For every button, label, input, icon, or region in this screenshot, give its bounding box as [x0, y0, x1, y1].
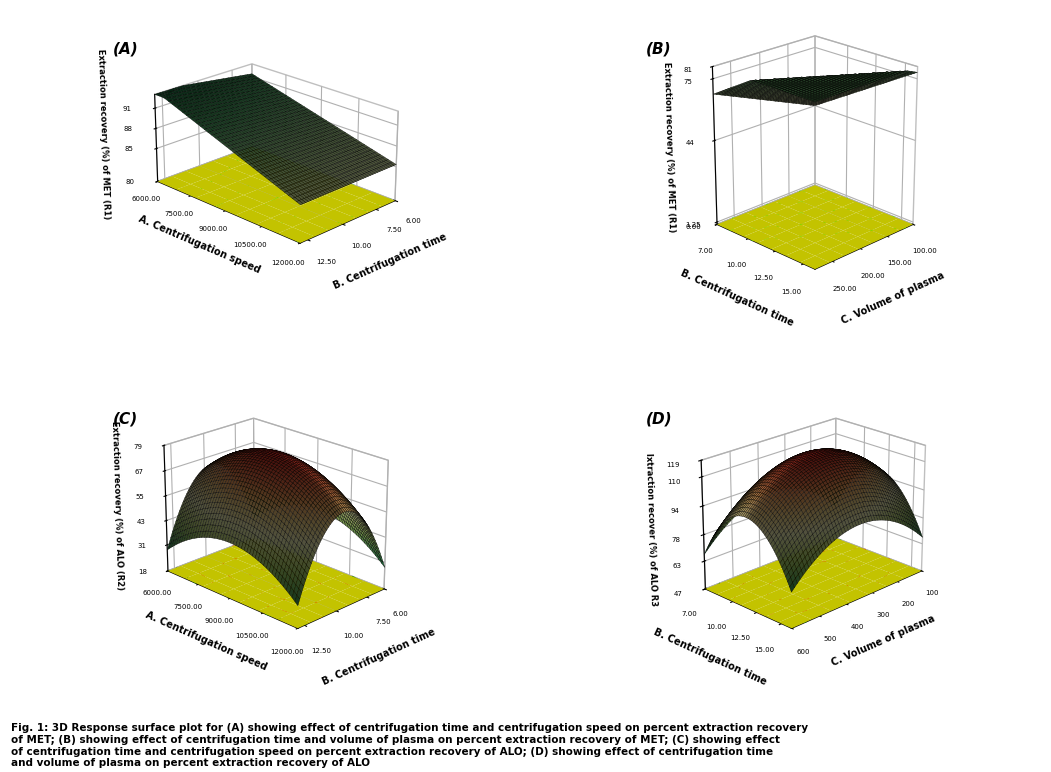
X-axis label: C. Volume of plasma: C. Volume of plasma: [840, 270, 946, 327]
Y-axis label: A. Centrifugation speed: A. Centrifugation speed: [144, 610, 268, 672]
Text: (A): (A): [112, 42, 139, 57]
Text: Fig. 1: 3D Response surface plot for (A) showing effect of centrifugation time a: Fig. 1: 3D Response surface plot for (A)…: [11, 723, 807, 768]
Y-axis label: B. Centrifugation time: B. Centrifugation time: [653, 627, 768, 687]
Y-axis label: A. Centrifugation speed: A. Centrifugation speed: [137, 214, 262, 276]
Text: (D): (D): [645, 412, 673, 427]
X-axis label: B. Centrifugation time: B. Centrifugation time: [332, 232, 449, 292]
X-axis label: C. Volume of plasma: C. Volume of plasma: [830, 614, 936, 669]
Text: (C): (C): [112, 412, 138, 427]
X-axis label: B. Centrifugation time: B. Centrifugation time: [321, 627, 437, 687]
Text: (B): (B): [645, 42, 672, 57]
Y-axis label: B. Centrifugation time: B. Centrifugation time: [679, 269, 796, 329]
